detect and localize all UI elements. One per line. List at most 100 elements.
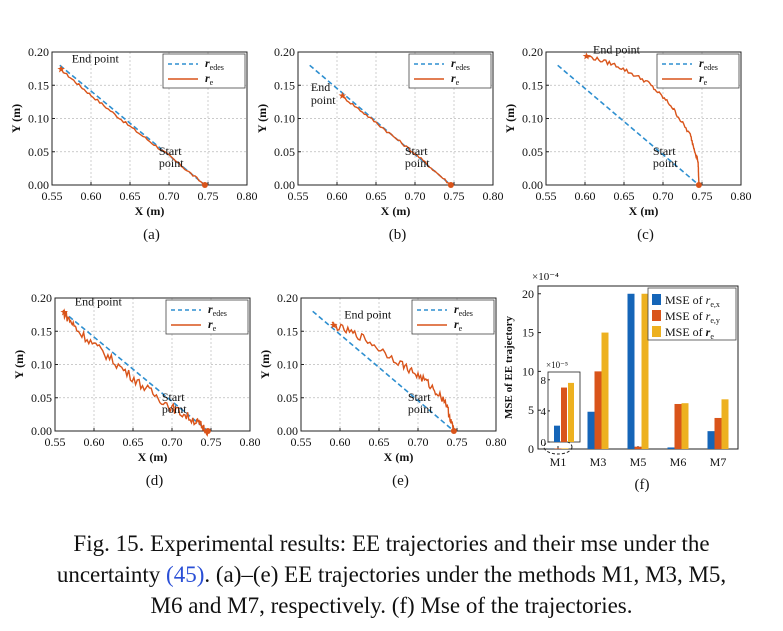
- equation-reference-link[interactable]: (45): [166, 562, 205, 587]
- legend-label-text: MSE of: [665, 309, 706, 323]
- start-point-marker: [695, 182, 702, 188]
- legend-label-r: r: [699, 71, 704, 85]
- trajectory-panel-c: 0.55 0.60 0.65 0.70 0.75 0.80 0.00 0.05 0.10 0.15…: [503, 42, 752, 243]
- x-tick-label: 0.65: [369, 435, 390, 449]
- x-tick-label: 0.70: [159, 189, 180, 203]
- x-tick-label: 0.75: [201, 435, 222, 449]
- legend-label-r: r: [205, 71, 210, 85]
- x-tick-label: 0.75: [444, 189, 465, 203]
- y-tick-label: 10: [522, 364, 534, 378]
- legend-box: [647, 287, 737, 341]
- legend-label-sub: e: [210, 78, 214, 87]
- legend-label: re: [699, 71, 708, 87]
- x-tick-label: 0.60: [327, 189, 348, 203]
- caption-line-3: M6 and M7, respectively. (f) Mse of the …: [150, 593, 633, 618]
- y-tick-label: 0: [528, 442, 534, 456]
- y-tick-label: 0.05: [28, 145, 49, 159]
- x-tick-label: 0.75: [198, 189, 219, 203]
- y-tick-label: 0.00: [522, 178, 543, 192]
- bar: [714, 417, 722, 449]
- x-tick-label: M5: [630, 455, 647, 469]
- legend-label-r: r: [208, 302, 213, 316]
- y-tick-label: 0.20: [31, 291, 52, 305]
- legend-box: [408, 53, 492, 89]
- y-scale-label: ×10⁻⁴: [532, 271, 559, 283]
- panel-label: (e): [392, 473, 409, 489]
- legend-label-sub: edes: [210, 63, 224, 72]
- x-tick-label: 0.70: [405, 189, 426, 203]
- y-tick-label: 0.00: [31, 424, 52, 438]
- y-tick-label: 0.15: [28, 78, 49, 92]
- trajectory-panel-a: 0.55 0.60 0.65 0.70 0.75 0.80 0.00 0.05 0.10 0.15…: [9, 45, 258, 243]
- trajectory-panel-b: 0.55 0.60 0.65 0.70 0.75 0.80 0.00 0.05 0.10 0.15…: [255, 45, 504, 243]
- x-axis-label: X (m): [384, 450, 414, 464]
- bar: [561, 448, 569, 449]
- x-tick-label: 0.60: [330, 435, 351, 449]
- desired-trajectory-line: [312, 310, 455, 432]
- legend-label-text: MSE of: [665, 325, 706, 339]
- x-tick-label: 0.80: [237, 189, 258, 203]
- caption-line-2a: uncertainty: [56, 562, 167, 587]
- x-tick-label: 0.65: [614, 189, 635, 203]
- bar: [627, 293, 635, 449]
- x-tick-label: 0.80: [483, 189, 504, 203]
- legend-label: MSE of re,y: [665, 309, 720, 325]
- start-point-annotation: point: [653, 156, 678, 170]
- trajectory-panel-d: 0.55 0.60 0.65 0.70 0.75 0.80 0.00 0.05 0.10 0.15…: [12, 291, 261, 489]
- end-point-marker: ★: [582, 51, 591, 62]
- bar: [681, 403, 689, 449]
- y-axis-label: Y (m): [9, 104, 23, 133]
- desired-trajectory-line: [62, 310, 209, 432]
- start-point-marker: [201, 182, 208, 188]
- legend-swatch: [652, 294, 661, 305]
- inset-bar: [568, 382, 574, 442]
- start-point-annotation: Start: [162, 390, 185, 404]
- legend-label: MSE of re: [665, 325, 714, 341]
- legend-label-r: r: [706, 293, 711, 307]
- bar: [721, 399, 729, 449]
- inset-y-tick-label: 0: [541, 437, 547, 449]
- legend-label-r: r: [451, 71, 456, 85]
- desired-trajectory-line: [557, 64, 700, 186]
- legend-label-r: r: [451, 56, 456, 70]
- caption-line-2: uncertainty (45). (a)–(e) EE trajectorie…: [0, 559, 783, 590]
- x-tick-label: M7: [710, 455, 727, 469]
- y-tick-label: 0.20: [28, 45, 49, 59]
- y-tick-label: 0.10: [277, 358, 298, 372]
- legend-label: redes: [699, 56, 718, 72]
- figure-caption: Fig. 15. Experimental results: EE trajec…: [0, 528, 783, 621]
- inset-y-tick-label: 8: [541, 375, 547, 387]
- legend-label-text: MSE of: [665, 293, 706, 307]
- panel-label: (d): [146, 473, 164, 489]
- start-point-annotation: point: [405, 156, 430, 170]
- end-point-annotation: End point: [75, 294, 123, 308]
- legend-box: [411, 299, 495, 335]
- legend-label-sub: e: [710, 332, 714, 341]
- end-point-marker: ★: [338, 91, 347, 102]
- x-tick-label: M6: [670, 455, 687, 469]
- y-tick-label: 5: [528, 403, 534, 417]
- x-tick-label: 0.55: [288, 189, 309, 203]
- bar: [634, 446, 642, 449]
- x-tick-label: 0.60: [575, 189, 596, 203]
- caption-line-1: Fig. 15. Experimental results: EE trajec…: [73, 531, 710, 556]
- panel-label: (f): [635, 477, 650, 493]
- x-tick-label: 0.75: [447, 435, 468, 449]
- x-axis-label: X (m): [138, 450, 168, 464]
- start-point-marker: [450, 428, 457, 434]
- y-tick-label: 0.00: [274, 178, 295, 192]
- bar: [641, 293, 649, 449]
- caption-line-2b: . (a)–(e) EE trajectories under the meth…: [204, 562, 727, 587]
- legend-label-r: r: [706, 325, 711, 339]
- x-tick-label: 0.80: [731, 189, 752, 203]
- legend-label: redes: [454, 302, 473, 318]
- legend-label-sub: e: [704, 78, 708, 87]
- legend-label-sub: e: [456, 78, 460, 87]
- x-tick-label: 0.60: [84, 435, 105, 449]
- x-tick-label: 0.55: [536, 189, 557, 203]
- end-point-annotation: End point: [593, 42, 641, 56]
- y-tick-label: 0.10: [28, 112, 49, 126]
- trajectory-panel-e: 0.55 0.60 0.65 0.70 0.75 0.80 0.00 0.05 0.10 0.15…: [258, 291, 507, 489]
